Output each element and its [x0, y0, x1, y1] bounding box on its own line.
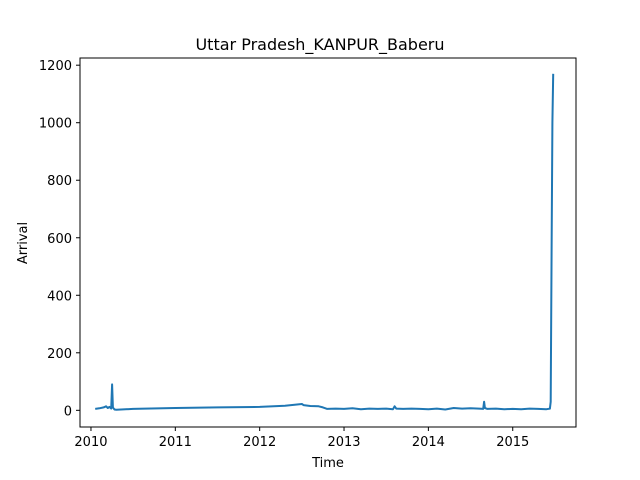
series-line: [95, 73, 555, 411]
x-tick-label: 2014: [412, 435, 445, 450]
axes-frame: [79, 57, 577, 428]
x-tick-label: 2012: [243, 435, 276, 450]
plot-area: 2010 2011 2012 2013 2014 2015 0 200 400 600 800 100…: [39, 57, 577, 450]
x-tick-label: 2013: [327, 435, 360, 450]
y-tick-label: 1200: [39, 59, 72, 74]
x-axis-label: Time: [311, 456, 344, 471]
x-tick-label: 2011: [159, 435, 192, 450]
y-tick-label: 1000: [39, 117, 72, 132]
chart-title: Uttar Pradesh_KANPUR_Baberu: [195, 35, 444, 55]
y-tick-label: 0: [64, 404, 72, 419]
y-axis-label: Arrival: [16, 222, 31, 264]
y-tick-label: 600: [47, 232, 72, 247]
x-tick-label: 2010: [74, 435, 107, 450]
y-tick-label: 200: [47, 347, 72, 362]
y-tick-label: 400: [47, 289, 72, 304]
x-tick-label: 2015: [496, 435, 529, 450]
y-tick-label: 800: [47, 174, 72, 189]
